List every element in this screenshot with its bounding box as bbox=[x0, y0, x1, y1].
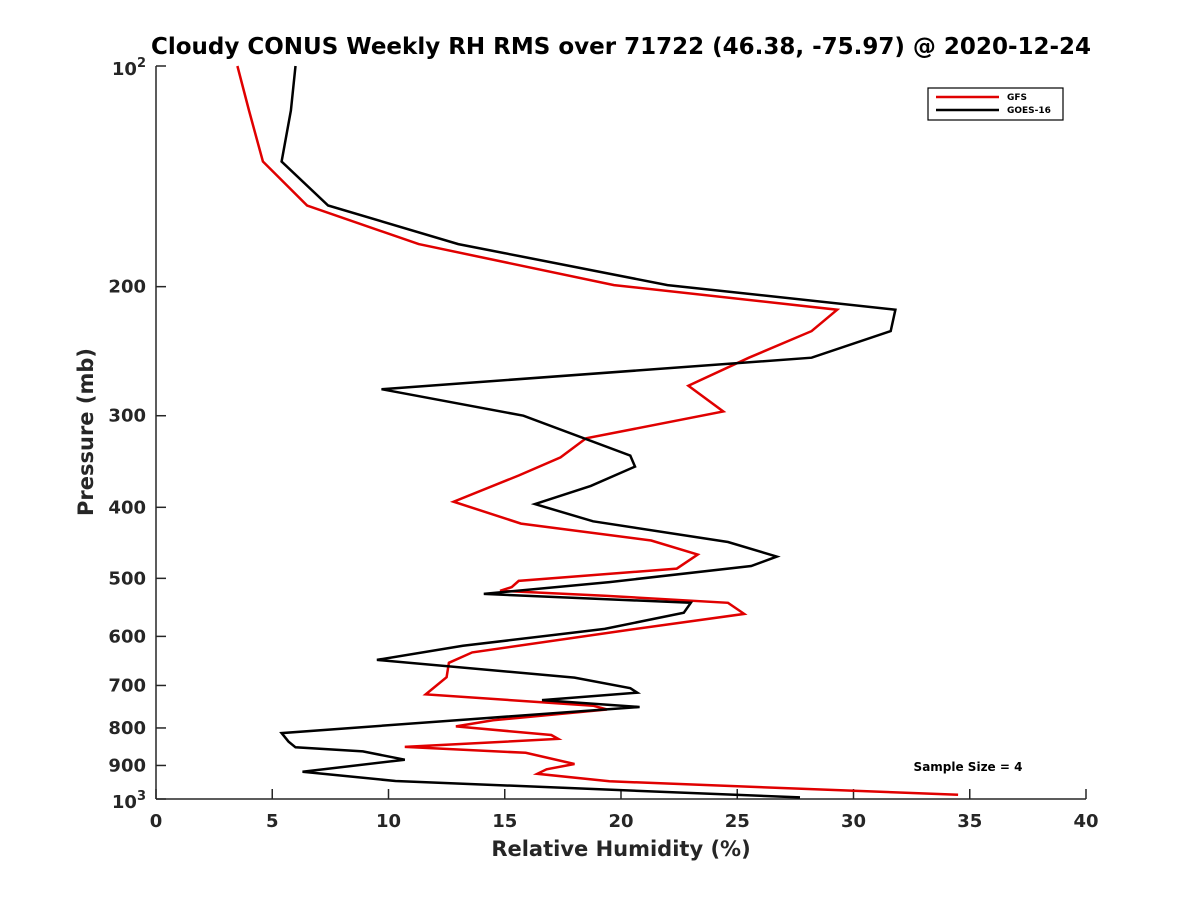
x-tick-label: 15 bbox=[492, 811, 517, 832]
y-tick-label-power: 103 bbox=[112, 789, 146, 813]
legend: GFS GOES-16 bbox=[927, 87, 1064, 121]
series-layer bbox=[236, 65, 959, 799]
y-tick-label: 600 bbox=[108, 626, 146, 647]
axes: 0 5 10 15 20 25 30 35 40 200 300 400 500 600 700 800 900… bbox=[108, 56, 1098, 832]
x-tick-label: 5 bbox=[266, 811, 279, 832]
y-tick-label: 200 bbox=[108, 277, 146, 298]
series-line-goes-16 bbox=[279, 65, 897, 799]
y-tick-label-power: 102 bbox=[112, 56, 146, 80]
x-tick-label: 0 bbox=[150, 811, 163, 832]
x-tick-label: 40 bbox=[1073, 811, 1098, 832]
legend-label-gfs: GFS bbox=[1007, 93, 1027, 103]
y-tick-label: 500 bbox=[108, 568, 146, 589]
series-line-gfs bbox=[236, 65, 959, 797]
y-tick-label: 900 bbox=[108, 755, 146, 776]
y-axis-label: Pressure (mb) bbox=[74, 348, 98, 516]
y-tick-label: 300 bbox=[108, 406, 146, 427]
x-axis-label: Relative Humidity (%) bbox=[491, 837, 750, 861]
x-tick-label: 30 bbox=[841, 811, 866, 832]
chart-title: Cloudy CONUS Weekly RH RMS over 71722 (4… bbox=[151, 34, 1091, 60]
sample-size-annotation: Sample Size = 4 bbox=[914, 760, 1023, 774]
y-tick-label: 400 bbox=[108, 497, 146, 518]
legend-box bbox=[927, 87, 1064, 121]
y-tick-label: 800 bbox=[108, 718, 146, 739]
y-tick-label: 700 bbox=[108, 675, 146, 696]
legend-label-goes-16: GOES-16 bbox=[1007, 106, 1051, 116]
x-tick-label: 20 bbox=[608, 811, 633, 832]
x-tick-label: 10 bbox=[376, 811, 401, 832]
x-tick-label: 25 bbox=[725, 811, 750, 832]
x-tick-label: 35 bbox=[957, 811, 982, 832]
